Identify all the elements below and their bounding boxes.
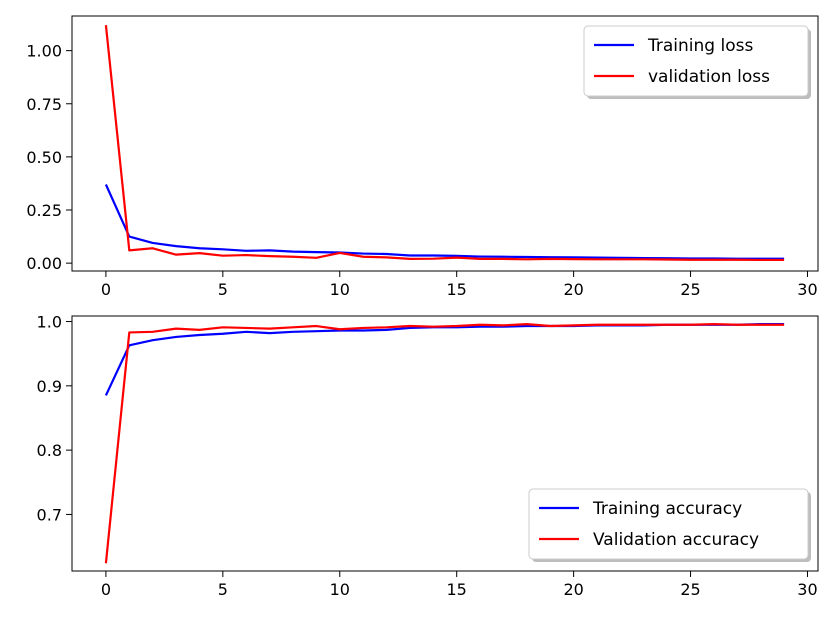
chart-panel-2: 0 5 10 15 20 25 30 0.7 0.8 0.9 1.0 Training accurac… — [37, 313, 819, 599]
y-tick-label: 0.50 — [26, 148, 62, 167]
x-tick-label: 0 — [101, 280, 111, 299]
x-tick-label: 5 — [218, 280, 228, 299]
y-tick-label: 0.25 — [26, 201, 62, 220]
legend-box — [528, 488, 809, 560]
x-tick-label: 20 — [563, 280, 583, 299]
y-tick-label: 0.00 — [26, 254, 62, 273]
series-line-2 — [104, 323, 785, 564]
x-tick-label: 10 — [330, 580, 350, 599]
legend-label: Training loss — [647, 36, 753, 56]
x-tick-label: 10 — [330, 280, 350, 299]
y-tick-label: 1.00 — [26, 42, 62, 61]
legend: Training accuracy Validation accuracy — [528, 488, 811, 562]
x-tick-label: 5 — [218, 580, 228, 599]
x-tick-label: 25 — [680, 280, 700, 299]
legend-label: validation loss — [648, 67, 770, 87]
x-tick-label: 25 — [680, 580, 700, 599]
chart-panel-1: 0 5 10 15 20 25 30 0.00 0.25 0.50 0.75 1.00 Training… — [26, 15, 819, 299]
x-tick-label: 30 — [797, 280, 817, 299]
y-tick-label: 1.0 — [37, 313, 62, 332]
x-tick-label: 0 — [101, 580, 111, 599]
x-tick-label: 15 — [447, 580, 467, 599]
y-tick-label: 0.7 — [37, 505, 62, 524]
series-line-2 — [104, 25, 785, 262]
legend-label: Validation accuracy — [593, 530, 759, 550]
legend: Training loss validation loss — [583, 25, 811, 99]
y-tick-label: 0.9 — [37, 377, 62, 396]
series-line-1 — [104, 184, 785, 260]
x-tick-label: 20 — [563, 580, 583, 599]
legend-box — [583, 25, 809, 97]
legend-label: Training accuracy — [592, 499, 742, 519]
y-tick-label: 0.75 — [26, 95, 62, 114]
x-tick-label: 30 — [797, 580, 817, 599]
y-tick-label: 0.8 — [37, 441, 62, 460]
x-tick-label: 15 — [447, 280, 467, 299]
